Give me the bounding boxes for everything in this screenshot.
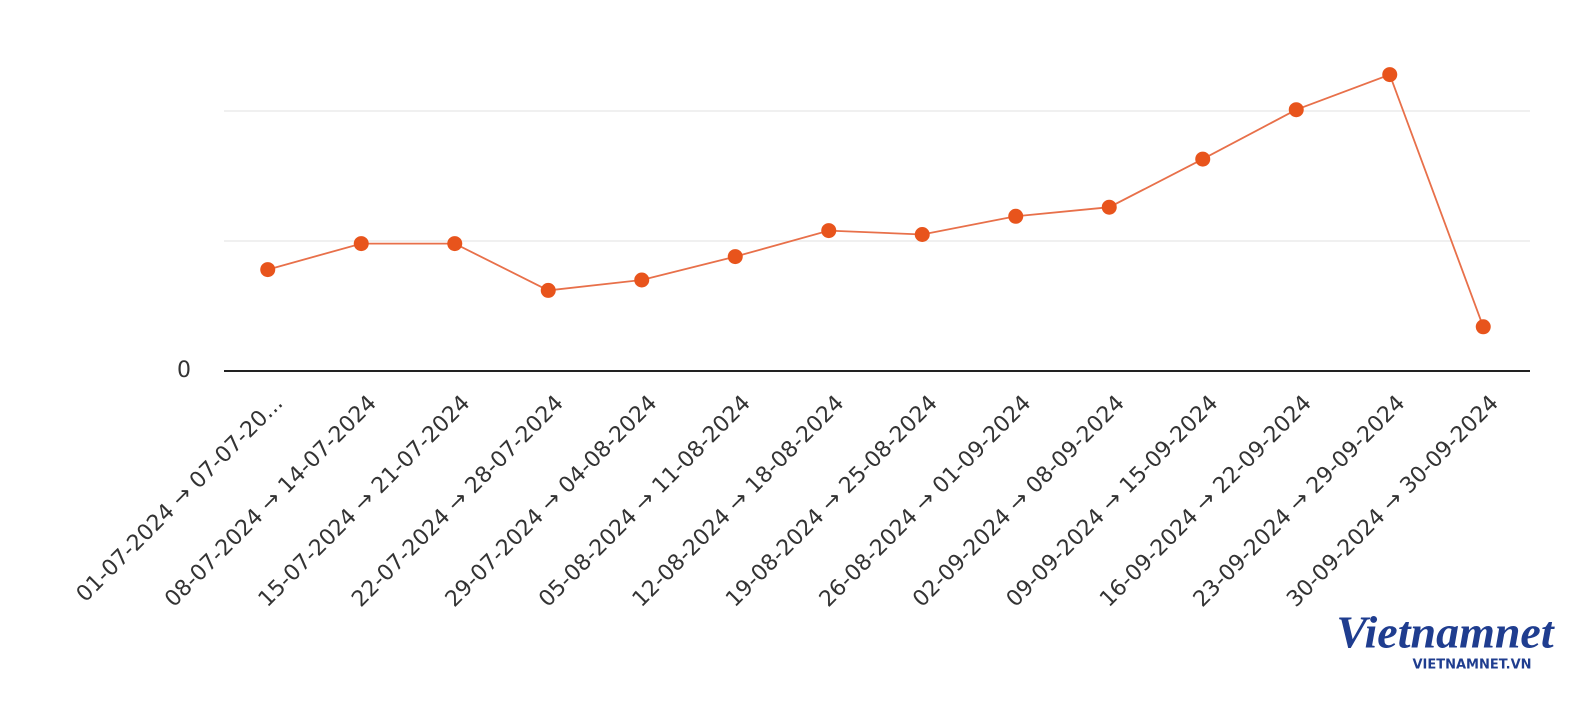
marker [1008, 208, 1024, 224]
watermark-url: VIETNAMNET.VN [1412, 658, 1531, 673]
marker [727, 249, 743, 265]
marker [540, 282, 556, 298]
marker [914, 227, 930, 242]
marker [821, 223, 837, 239]
marker [1382, 67, 1398, 83]
marker [1475, 319, 1491, 335]
marker [1288, 102, 1304, 118]
marker [447, 236, 463, 252]
line [267, 73, 1485, 328]
marker [1195, 151, 1211, 167]
marker [260, 262, 276, 278]
marker [634, 272, 650, 288]
marker [1101, 199, 1117, 215]
watermark-logo: Vietnamnet [1336, 607, 1554, 658]
y-tick-label: 0 [177, 358, 191, 383]
marker [353, 236, 369, 252]
